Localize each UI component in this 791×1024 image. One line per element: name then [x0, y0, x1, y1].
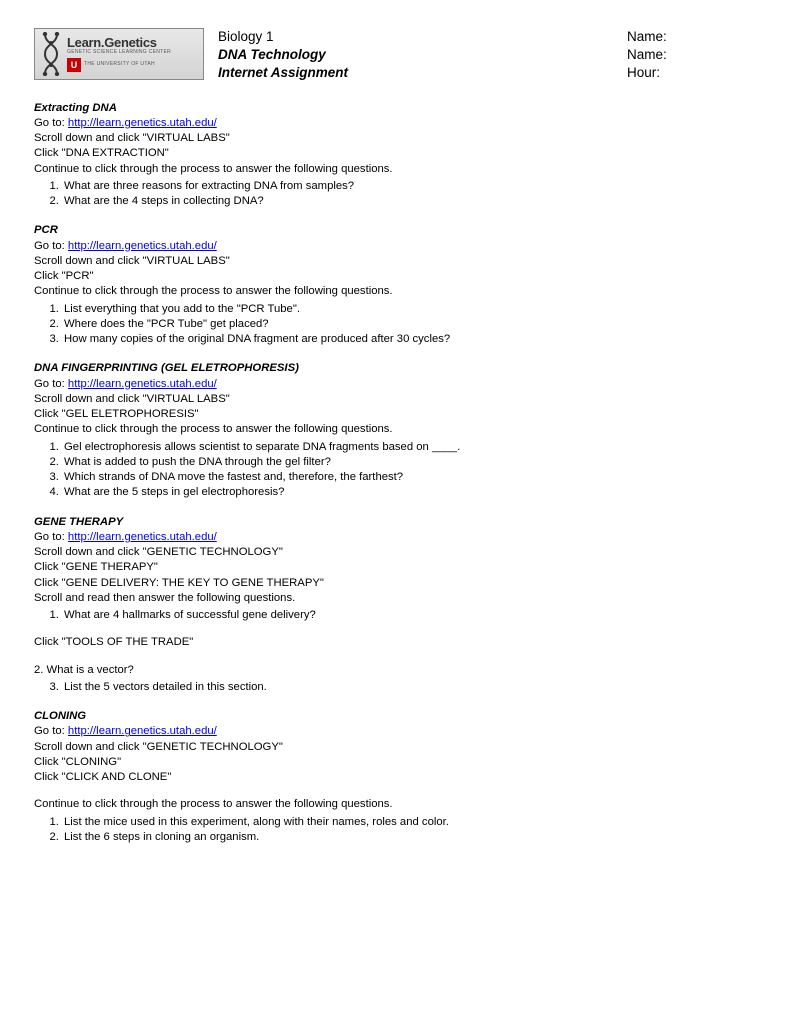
- logo-box: Learn.Genetics GENETIC SCIENCE LEARNING …: [34, 28, 204, 80]
- logo-title: Learn.Genetics: [67, 36, 171, 49]
- question: How many copies of the original DNA frag…: [62, 332, 757, 347]
- section-pcr: PCR Go to: http://learn.genetics.utah.ed…: [34, 223, 757, 347]
- link-gene[interactable]: http://learn.genetics.utah.edu/: [68, 531, 217, 543]
- instruction: Continue to click through the process to…: [34, 797, 757, 812]
- section-extracting: Extracting DNA Go to: http://learn.genet…: [34, 101, 757, 210]
- link-extracting[interactable]: http://learn.genetics.utah.edu/: [68, 117, 217, 129]
- question-list: List the 5 vectors detailed in this sect…: [34, 680, 757, 695]
- instruction: Continue to click through the process to…: [34, 284, 757, 299]
- question: List the mice used in this experiment, a…: [62, 815, 757, 830]
- section-title: PCR: [34, 223, 757, 238]
- question: Which strands of DNA move the fastest an…: [62, 470, 757, 485]
- name-label-1: Name:: [627, 28, 757, 46]
- section-fingerprint: DNA FINGERPRINTING (GEL ELETROPHORESIS) …: [34, 361, 757, 500]
- question: What are the 4 steps in collecting DNA?: [62, 194, 757, 209]
- instruction: Scroll down and click "GENETIC TECHNOLOG…: [34, 545, 757, 560]
- assignment-title: Internet Assignment: [218, 64, 627, 82]
- instruction: Continue to click through the process to…: [34, 422, 757, 437]
- question-list: List everything that you add to the "PCR…: [34, 302, 757, 348]
- question: What are 4 hallmarks of successful gene …: [62, 608, 757, 623]
- logo-university: THE UNIVERSITY OF UTAH: [84, 61, 155, 67]
- question-list: What are three reasons for extracting DN…: [34, 179, 757, 210]
- section-title: CLONING: [34, 709, 757, 724]
- instruction: Scroll down and click "VIRTUAL LABS": [34, 131, 757, 146]
- instruction: Scroll and read then answer the followin…: [34, 591, 757, 606]
- question: What is added to push the DNA through th…: [62, 455, 757, 470]
- question: List everything that you add to the "PCR…: [62, 302, 757, 317]
- instruction: Click "DNA EXTRACTION": [34, 146, 757, 161]
- instruction: Scroll down and click "VIRTUAL LABS": [34, 254, 757, 269]
- link-cloning[interactable]: http://learn.genetics.utah.edu/: [68, 725, 217, 737]
- header-row: Learn.Genetics GENETIC SCIENCE LEARNING …: [34, 28, 757, 83]
- instruction: Click "TOOLS OF THE TRADE": [34, 635, 757, 650]
- course-title: Biology 1: [218, 28, 627, 46]
- question-list: List the mice used in this experiment, a…: [34, 815, 757, 846]
- section-gene-therapy: GENE THERAPY Go to: http://learn.genetic…: [34, 515, 757, 696]
- question: List the 5 vectors detailed in this sect…: [62, 680, 757, 695]
- instruction: Click "CLONING": [34, 755, 757, 770]
- hour-label: Hour:: [627, 64, 757, 82]
- section-title: GENE THERAPY: [34, 515, 757, 530]
- section-title: Extracting DNA: [34, 101, 757, 116]
- instruction: Scroll down and click "VIRTUAL LABS": [34, 392, 757, 407]
- goto-line: Go to: http://learn.genetics.utah.edu/: [34, 377, 757, 392]
- section-title: DNA FINGERPRINTING (GEL ELETROPHORESIS): [34, 361, 757, 376]
- document-page: Learn.Genetics GENETIC SCIENCE LEARNING …: [0, 0, 791, 1024]
- goto-line: Go to: http://learn.genetics.utah.edu/: [34, 530, 757, 545]
- goto-line: Go to: http://learn.genetics.utah.edu/: [34, 116, 757, 131]
- question: What are three reasons for extracting DN…: [62, 179, 757, 194]
- section-cloning: CLONING Go to: http://learn.genetics.uta…: [34, 709, 757, 845]
- instruction: Click "PCR": [34, 269, 757, 284]
- question: List the 6 steps in cloning an organism.: [62, 830, 757, 845]
- goto-line: Go to: http://learn.genetics.utah.edu/: [34, 724, 757, 739]
- logo-subtitle: GENETIC SCIENCE LEARNING CENTER: [67, 49, 171, 55]
- topic-title: DNA Technology: [218, 46, 627, 64]
- question-list: Gel electrophoresis allows scientist to …: [34, 440, 757, 501]
- goto-line: Go to: http://learn.genetics.utah.edu/: [34, 239, 757, 254]
- instruction: Click "CLICK AND CLONE": [34, 770, 757, 785]
- instruction: Scroll down and click "GENETIC TECHNOLOG…: [34, 740, 757, 755]
- header-fields: Name: Name: Hour:: [627, 28, 757, 83]
- question: 2. What is a vector?: [34, 663, 757, 678]
- instruction: Click "GENE THERAPY": [34, 560, 757, 575]
- dna-helix-icon: [41, 32, 61, 76]
- question-list: What are 4 hallmarks of successful gene …: [34, 608, 757, 623]
- question: Gel electrophoresis allows scientist to …: [62, 440, 757, 455]
- logo-text-block: Learn.Genetics GENETIC SCIENCE LEARNING …: [67, 36, 171, 72]
- link-pcr[interactable]: http://learn.genetics.utah.edu/: [68, 240, 217, 252]
- instruction: Continue to click through the process to…: [34, 162, 757, 177]
- university-badge-icon: U: [67, 58, 81, 72]
- instruction: Click "GEL ELETROPHORESIS": [34, 407, 757, 422]
- question: What are the 5 steps in gel electrophore…: [62, 485, 757, 500]
- link-fingerprint[interactable]: http://learn.genetics.utah.edu/: [68, 378, 217, 390]
- name-label-2: Name:: [627, 46, 757, 64]
- instruction: Click "GENE DELIVERY: THE KEY TO GENE TH…: [34, 576, 757, 591]
- header-title-block: Biology 1 DNA Technology Internet Assign…: [218, 28, 627, 83]
- question: Where does the "PCR Tube" get placed?: [62, 317, 757, 332]
